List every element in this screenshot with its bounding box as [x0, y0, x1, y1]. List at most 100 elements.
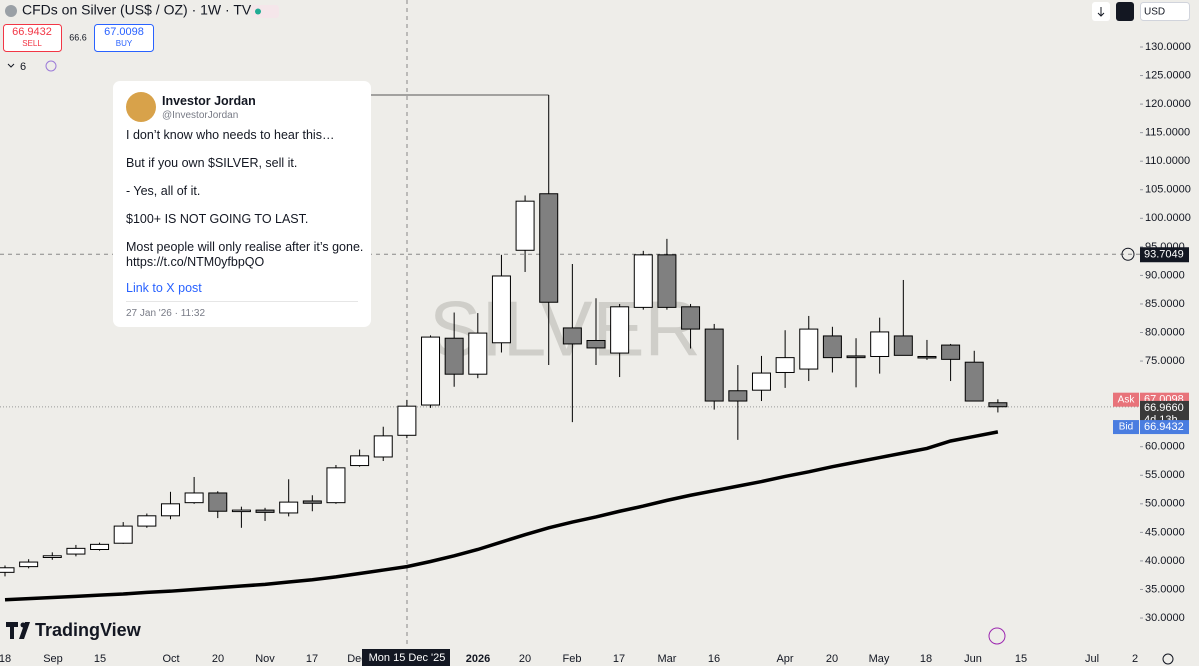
buy-button[interactable] [94, 24, 154, 52]
y-tick-label: 45.0000 [1145, 526, 1185, 538]
buy-price: 67.0098 [104, 26, 144, 38]
divider [126, 301, 358, 302]
x-tick-label: 17 [306, 653, 318, 665]
y-tick-label: 90.0000 [1145, 269, 1185, 281]
candle-body [19, 561, 39, 568]
bid-price: 66.9432 [1144, 421, 1184, 433]
alert-icon[interactable] [988, 627, 1006, 645]
y-tick-label: 105.0000 [1145, 184, 1191, 196]
y-tick-label: 100.0000 [1145, 212, 1191, 224]
post-author: Investor Jordan [162, 94, 256, 108]
x-tick-label: 20 [212, 653, 224, 665]
last-price: 66.9660 [1144, 402, 1184, 414]
y-tick-label: 120.0000 [1145, 98, 1191, 110]
post-line: I don’t know who needs to hear this… [126, 128, 335, 142]
candle-body [515, 200, 535, 251]
x-tick-label: Sep [43, 653, 63, 665]
candle-body [822, 335, 842, 359]
candle-body [208, 492, 228, 512]
add-alert-icon [1121, 247, 1135, 261]
candle-body [539, 193, 559, 303]
collapse-chevron[interactable] [7, 63, 15, 68]
post-line: Most people will only realise after it’s… [126, 240, 364, 254]
x-tick-label: 18 [0, 653, 11, 665]
post-handle: @InvestorJordan [162, 110, 239, 121]
candle-body [468, 332, 488, 375]
candle-body [373, 435, 393, 458]
y-tick-label: 85.0000 [1145, 298, 1185, 310]
currency-button[interactable] [1140, 2, 1190, 21]
post-line: $100+ IS NOT GOING TO LAST. [126, 212, 309, 226]
sell-button[interactable] [3, 24, 62, 52]
sync-button[interactable] [1116, 2, 1134, 21]
settings-icon[interactable] [1162, 653, 1174, 665]
candle-body [137, 515, 157, 527]
candle-body [751, 372, 771, 391]
x-tick-label: Jun [964, 653, 982, 665]
x-tick-label: Oct [162, 653, 179, 665]
ask-label: Ask [1118, 394, 1136, 405]
candle-body [302, 500, 322, 504]
crosshair-price-box [1140, 247, 1189, 263]
candle-body [397, 405, 417, 436]
candle-body [964, 361, 984, 402]
candle-body [444, 337, 464, 375]
currency: USD [1144, 7, 1165, 18]
y-tick-label: 60.0000 [1145, 441, 1185, 453]
brand-logo [6, 622, 30, 639]
x-tick-label: 2 [1132, 653, 1138, 665]
bid-label: Bid [1119, 422, 1133, 433]
sell-label: SELL [22, 39, 42, 48]
x-tick-label: 16 [708, 653, 720, 665]
post-link[interactable]: Link to X post [126, 281, 202, 295]
post-line: https://t.co/NTM0yfbpQO [126, 255, 265, 269]
candle-body [799, 328, 819, 370]
x-tick-label: Mar [658, 653, 677, 665]
y-tick-label: 115.0000 [1145, 127, 1190, 139]
y-tick-label: 130.0000 [1145, 41, 1191, 53]
candle-body [562, 327, 582, 345]
candle-body [491, 275, 511, 344]
crosshair-date-box [362, 649, 450, 666]
sell-price: 66.9432 [12, 26, 52, 38]
candle-body [42, 555, 62, 558]
candle-body [610, 306, 630, 354]
avatar [126, 92, 156, 122]
x-tick-label: Jul [1085, 653, 1099, 665]
y-tick-label: 35.0000 [1145, 583, 1185, 595]
indicator-icon[interactable] [45, 60, 57, 72]
candle-body [893, 335, 913, 356]
y-tick-label: 30.0000 [1145, 612, 1185, 624]
candle-body [917, 355, 937, 359]
candle-body [681, 306, 701, 330]
post-card: Investor Jordan @InvestorJordan I don’t … [113, 81, 371, 327]
candle-body [0, 567, 15, 573]
y-tick-label: 40.0000 [1145, 555, 1185, 567]
candle-body [326, 467, 346, 504]
status-dot [255, 8, 261, 15]
x-tick-label: 15 [94, 653, 106, 665]
chart-title: CFDs on Silver (US$ / OZ) · 1W · TVC [22, 2, 261, 18]
candle-body [846, 355, 866, 359]
x-tick-label: 15 [1015, 653, 1027, 665]
candle-body [113, 525, 133, 544]
candle-body [988, 402, 1008, 408]
x-tick-label: 20 [826, 653, 838, 665]
y-tick-label: 125.0000 [1145, 69, 1191, 81]
candle-body [704, 328, 724, 402]
candle-body [941, 344, 961, 360]
brand: TradingView [35, 620, 142, 640]
candle-body [633, 254, 653, 308]
moving-average [4, 430, 999, 602]
candle-body [66, 547, 86, 555]
post-timestamp: 27 Jan '26 · 11:32 [126, 308, 206, 319]
candle-body [279, 501, 299, 514]
candle-body [421, 336, 441, 406]
crosshair-date: Mon 15 Dec '25 [369, 652, 446, 664]
candle-body [657, 254, 677, 308]
x-tick-label: May [869, 653, 890, 665]
x-tick-label: Feb [563, 653, 582, 665]
candle-body [870, 331, 890, 357]
